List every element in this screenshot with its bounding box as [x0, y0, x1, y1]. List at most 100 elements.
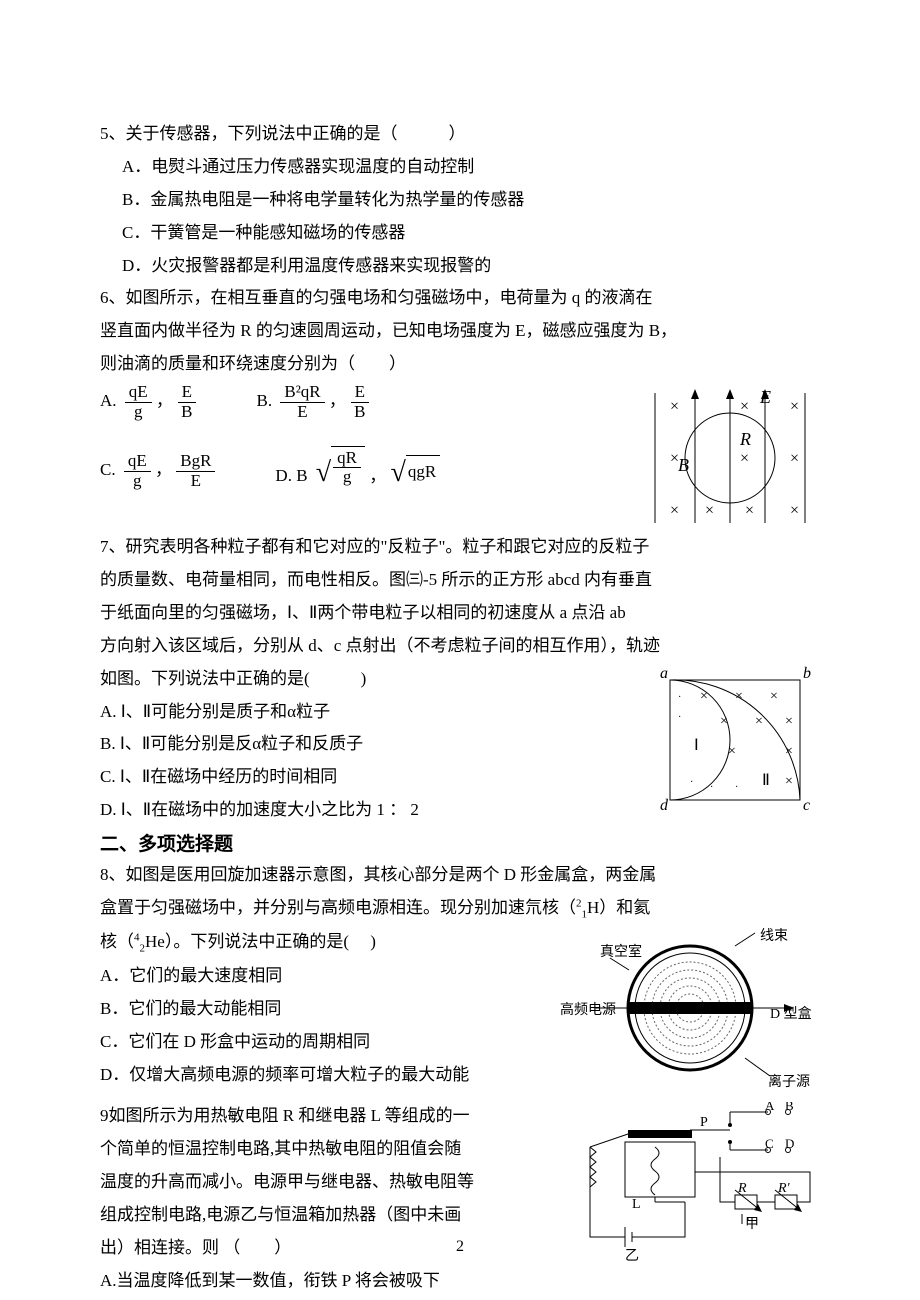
q8-opt-a: A．它们的最大速度相同	[100, 962, 546, 991]
q7-opt-d: D. Ⅰ、Ⅱ在磁场中的加速度大小之比为 1 ： 2	[100, 796, 636, 825]
svg-text:C: C	[765, 1136, 774, 1151]
svg-text:P: P	[700, 1115, 708, 1130]
svg-text:a: a	[660, 665, 668, 682]
q6-row-cd: C. qEg ， BgRE D. B √qRg ， √qgR	[100, 446, 620, 491]
svg-text:L: L	[632, 1197, 641, 1212]
svg-text:×: ×	[790, 450, 799, 467]
q6-c-v-den: E	[187, 472, 205, 491]
svg-text:×: ×	[735, 689, 743, 704]
svg-text:R': R'	[777, 1181, 791, 1196]
q6-d-m-den: g	[339, 468, 356, 487]
svg-text:×: ×	[790, 398, 799, 415]
svg-text:×: ×	[670, 502, 679, 519]
svg-text:·: ·	[710, 782, 713, 793]
svg-text:Ⅰ: Ⅰ	[694, 737, 699, 754]
q7-opt-c: C. Ⅰ、Ⅱ在磁场中经历的时间相同	[100, 763, 636, 792]
svg-text:D: D	[785, 1136, 794, 1151]
q9-stem-4: 组成控制电路,电源乙与恒温箱加热器（图中未画	[100, 1201, 556, 1230]
q6-stem-1: 6、如图所示，在相互垂直的匀强电场和匀强磁场中，电荷量为 q 的液滴在	[100, 284, 820, 313]
svg-text:离子源: 离子源	[768, 1073, 810, 1088]
svg-text:甲: 甲	[745, 1217, 759, 1232]
q8-stem-1: 8、如图是医用回旋加速器示意图，其核心部分是两个 D 形金属盒，两金属	[100, 861, 820, 890]
svg-text:×: ×	[785, 714, 793, 729]
page-number: 2	[0, 1233, 920, 1260]
svg-text:×: ×	[700, 689, 708, 704]
q6-b-m-num: B²qR	[280, 383, 324, 403]
svg-text:E: E	[759, 387, 771, 407]
q6-c-m-den: g	[129, 472, 146, 491]
svg-text:×: ×	[740, 450, 749, 467]
q6-d-v: qgR	[406, 455, 440, 487]
svg-text:A: A	[765, 1102, 775, 1113]
q7-stem-4: 方向射入该区域后，分别从 d、c 点射出（不考虑粒子间的相互作用），轨迹	[100, 632, 820, 661]
q6-d-label: D. B	[275, 466, 307, 485]
q6-a-v-den: B	[177, 403, 196, 422]
q7-stem-5: 如图。下列说法中正确的是( )	[100, 665, 636, 694]
svg-text:真空室: 真空室	[600, 943, 642, 960]
q6-stem-3: 则油滴的质量和环绕速度分别为（ ）	[100, 350, 820, 379]
svg-text:B: B	[678, 455, 689, 475]
q6-b-v-num: E	[351, 383, 369, 403]
svg-text:×: ×	[785, 774, 793, 789]
section-2-heading: 二、多项选择题	[100, 829, 820, 861]
svg-text:b: b	[803, 665, 811, 682]
q6-row-ab: A. qEg ， EB B. B²qRE ， EB	[100, 383, 620, 421]
q8-stem-3: 核（42He）。下列说法中正确的是( )	[100, 928, 546, 958]
q6-c-label: C.	[100, 460, 116, 479]
svg-text:×: ×	[755, 714, 763, 729]
svg-text:×: ×	[705, 502, 714, 519]
q6-a-label: A.	[100, 391, 117, 410]
svg-text:×: ×	[785, 744, 793, 759]
q6-b-m-den: E	[293, 403, 311, 422]
svg-text:高频电源: 高频电源	[560, 1001, 616, 1018]
q8-opt-d: D．仅增大高频电源的频率可增大粒子的最大动能	[100, 1061, 546, 1090]
q9-stem-2: 个简单的恒温控制电路,其中热敏电阻的阻值会随	[100, 1135, 556, 1164]
q8-stem-2: 盒置于匀强磁场中，并分别与高频电源相连。现分别加速氘核（21H）和氦	[100, 894, 820, 924]
q6-b-label: B.	[257, 391, 273, 410]
svg-text:·: ·	[678, 692, 681, 703]
q5-opt-d: D．火灾报警器都是利用温度传感器来实现报警的	[100, 252, 820, 281]
q5-opt-b: B．金属热电阻是一种将电学量转化为热学量的传感器	[100, 186, 820, 215]
q6-c-v-num: BgR	[176, 452, 215, 472]
q5-stem: 5、关于传感器，下列说法中正确的是（ ）	[100, 120, 820, 149]
svg-text:·: ·	[735, 782, 738, 793]
svg-text:×: ×	[728, 744, 736, 759]
svg-text:c: c	[803, 797, 810, 814]
q9-opt-a: A.当温度降低到某一数值，衔铁 P 将会被吸下	[100, 1267, 556, 1296]
svg-text:·: ·	[690, 777, 693, 788]
q6-b-v-den: B	[350, 403, 369, 422]
q6-a-v-num: E	[178, 383, 196, 403]
q7-stem-1: 7、研究表明各种粒子都有和它对应的"反粒子"。粒子和跟它对应的反粒子	[100, 533, 820, 562]
q7-stem-2: 的质量数、电荷量相同，而电性相反。图㈢-5 所示的正方形 abcd 内有垂直	[100, 566, 820, 595]
svg-text:R: R	[739, 429, 751, 449]
q9-stem-1: 9如图所示为用热敏电阻 R 和继电器 L 等组成的一	[100, 1102, 556, 1131]
q6-d-m-num: qR	[333, 449, 361, 469]
q8-opt-b: B．它们的最大动能相同	[100, 995, 546, 1024]
svg-text:Ⅱ: Ⅱ	[762, 772, 770, 789]
q8-figure: 真空室 高频电源 线束 D 型盒 离子源	[560, 928, 820, 1088]
q9-stem-3: 温度的升高而减小。电源甲与继电器、热敏电阻等	[100, 1168, 556, 1197]
q7-opt-a: A. Ⅰ、Ⅱ可能分别是质子和α粒子	[100, 698, 636, 727]
q5-opt-c: C．干簧管是一种能感知磁场的传感器	[100, 219, 820, 248]
svg-text:·: ·	[678, 712, 681, 723]
q5-opt-a: A．电熨斗通过压力传感器实现温度的自动控制	[100, 153, 820, 182]
svg-text:d: d	[660, 797, 669, 814]
q7-figure: a b c d Ⅰ Ⅱ ××× ××× ×× × ·· ···	[650, 665, 820, 815]
svg-text:线束: 线束	[760, 928, 788, 944]
q6-a-m-num: qE	[125, 383, 152, 403]
q6-c-m-num: qE	[124, 452, 151, 472]
q7-opt-b: B. Ⅰ、Ⅱ可能分别是反α粒子和反质子	[100, 730, 636, 759]
q6-figure: ××× ××× ×××× E B R	[640, 383, 820, 533]
svg-text:×: ×	[770, 689, 778, 704]
svg-text:D 型盒: D 型盒	[770, 1005, 812, 1022]
svg-text:×: ×	[790, 502, 799, 519]
svg-text:B: B	[785, 1102, 794, 1113]
svg-text:R: R	[737, 1181, 747, 1196]
q6-stem-2: 竖直面内做半径为 R 的匀速圆周运动，已知电场强度为 E，磁感应强度为 B，	[100, 317, 820, 346]
q7-stem-3: 于纸面向里的匀强磁场，Ⅰ、Ⅱ两个带电粒子以相同的初速度从 a 点沿 ab	[100, 599, 820, 628]
svg-text:×: ×	[670, 398, 679, 415]
svg-text:×: ×	[740, 398, 749, 415]
svg-text:×: ×	[720, 714, 728, 729]
svg-text:×: ×	[745, 502, 754, 519]
q6-a-m-den: g	[130, 403, 147, 422]
